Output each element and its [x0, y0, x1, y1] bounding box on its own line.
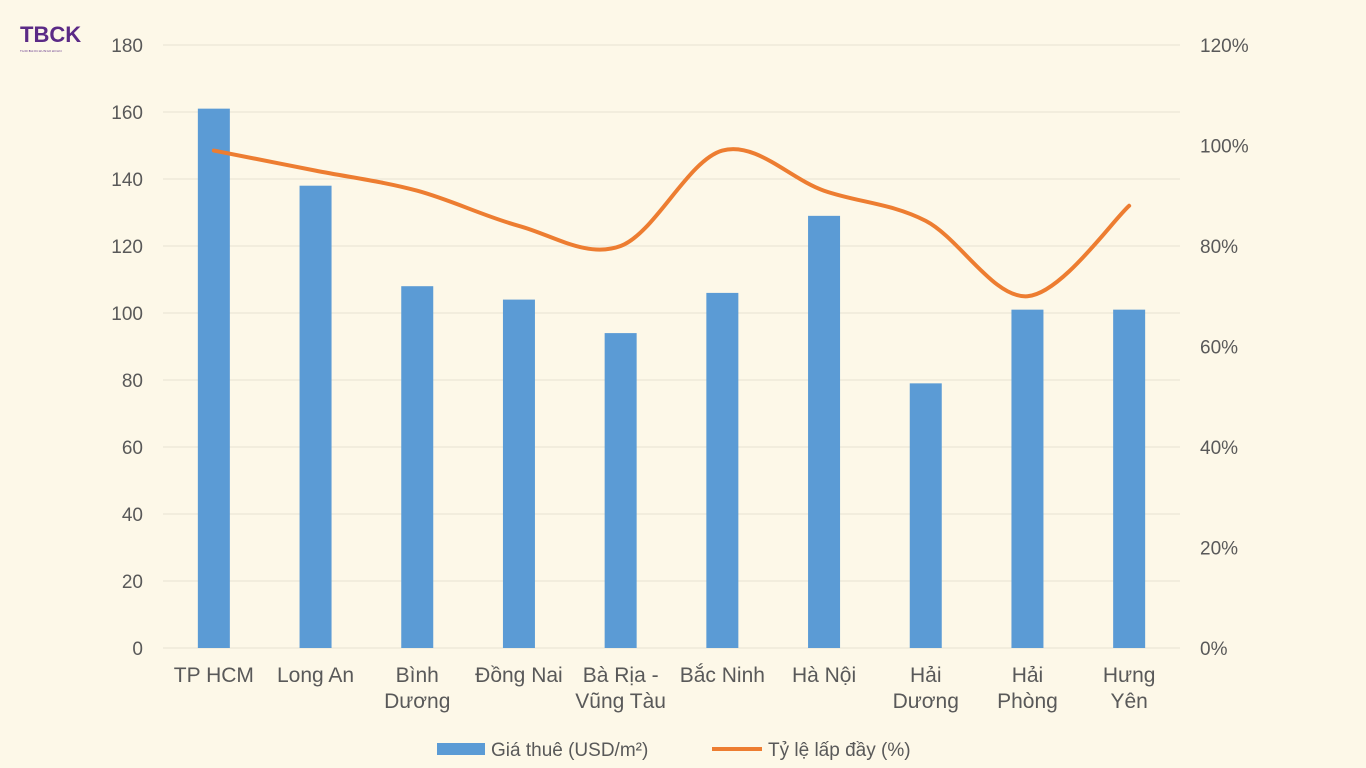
left-tick-label: 160 — [111, 103, 143, 124]
gridlines — [163, 44, 1180, 649]
category-label: Hải — [910, 664, 942, 687]
category-label: TP HCM — [174, 664, 254, 687]
category-label: Hà Nội — [792, 664, 856, 687]
left-tick-label: 0 — [132, 639, 143, 660]
category-label: Dương — [893, 690, 959, 713]
left-tick-label: 20 — [122, 572, 143, 593]
bar — [299, 185, 332, 648]
category-label: Yên — [1110, 690, 1147, 713]
bar-series — [197, 108, 1146, 648]
category-label: Bắc Ninh — [680, 664, 765, 687]
right-tick-label: 120% — [1200, 36, 1249, 57]
left-tick-label: 80 — [122, 371, 143, 392]
right-tick-label: 0% — [1200, 639, 1228, 660]
left-tick-label: 60 — [122, 438, 143, 459]
legend: Giá thuê (USD/m²) Tỷ lệ lấp đầy (%) — [437, 740, 911, 761]
category-label: Dương — [384, 690, 450, 713]
legend-swatch-bar — [437, 743, 485, 755]
line-series — [211, 147, 1132, 299]
category-label: Phòng — [997, 690, 1058, 713]
right-tick-label: 40% — [1200, 438, 1238, 459]
right-tick-label: 80% — [1200, 237, 1238, 258]
category-label: Bà Rịa - — [583, 664, 659, 687]
category-label: Vũng Tàu — [575, 690, 666, 713]
bar — [401, 286, 434, 648]
bar — [1113, 309, 1146, 648]
bar — [604, 333, 637, 648]
bar — [502, 299, 535, 648]
legend-label-bar: Giá thuê (USD/m²) — [491, 740, 648, 761]
right-tick-label: 20% — [1200, 539, 1238, 560]
bar — [197, 108, 230, 648]
bar — [706, 292, 739, 648]
left-tick-label: 180 — [111, 36, 143, 57]
bar — [1011, 309, 1044, 648]
category-label: Long An — [277, 664, 354, 687]
logo: TBCK — [20, 22, 82, 47]
category-label: Đồng Nai — [475, 664, 563, 687]
right-tick-label: 100% — [1200, 137, 1249, 158]
left-tick-label: 120 — [111, 237, 143, 258]
category-labels: TP HCM Long An Bình Dương Đồng Nai Bà Rịa - Vũ… — [174, 664, 1156, 713]
logo-tagline: THOIBAOCHUNGKHOAN — [20, 49, 62, 53]
right-axis-ticks: 0% 20% 40% 60% 80% 100% 120% — [1200, 36, 1249, 660]
left-tick-label: 40 — [122, 505, 143, 526]
category-label: Hải — [1012, 664, 1044, 687]
left-tick-label: 100 — [111, 304, 143, 325]
right-tick-label: 60% — [1200, 338, 1238, 359]
left-axis-ticks: 0 20 40 60 80 100 120 140 160 180 — [111, 36, 143, 660]
category-label: Bình — [396, 664, 439, 687]
legend-label-line: Tỷ lệ lấp đầy (%) — [768, 740, 911, 761]
left-tick-label: 140 — [111, 170, 143, 191]
category-label: Hưng — [1103, 664, 1156, 687]
bar — [909, 383, 942, 648]
bar — [808, 215, 841, 648]
